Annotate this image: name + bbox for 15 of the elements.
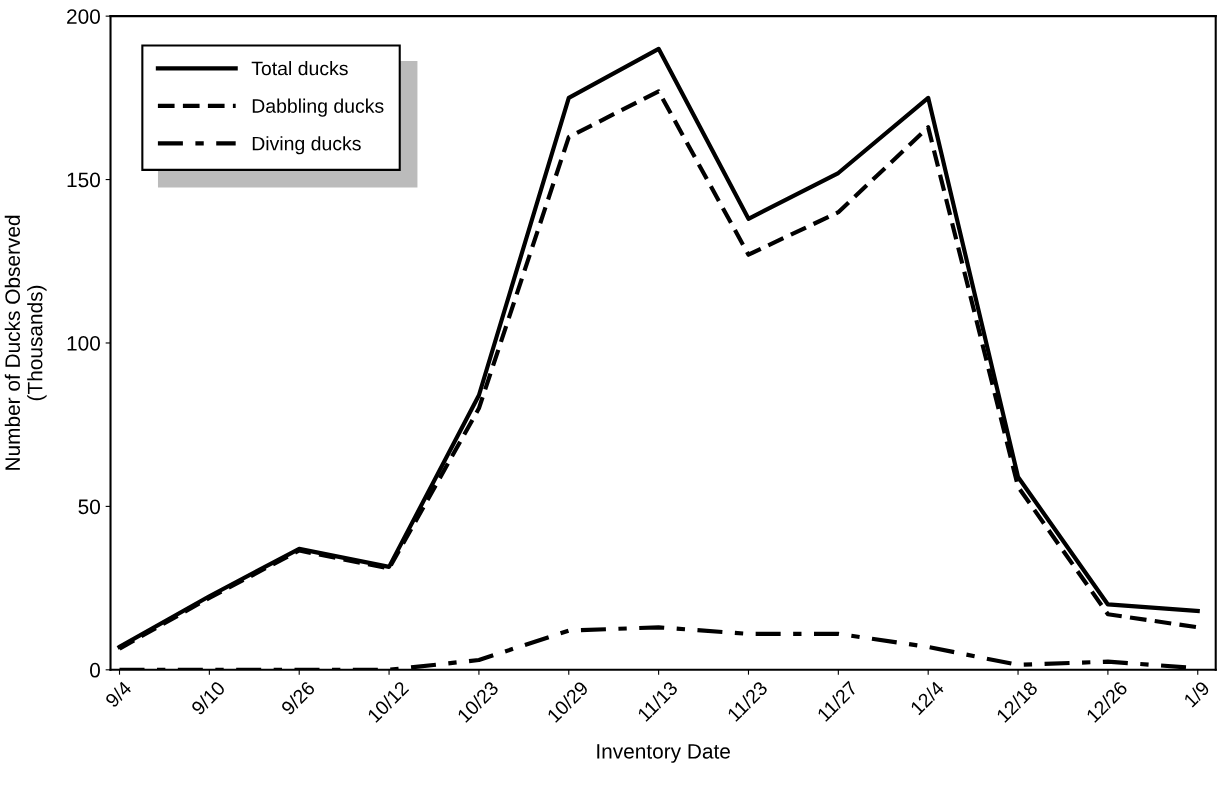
x-tick-label: 9/26 (280, 680, 316, 716)
y-tick-label: 150 (67, 172, 100, 188)
x-tick-label: 9/10 (190, 680, 226, 716)
x-axis-title: Inventory Date (597, 744, 730, 763)
y-tick-label: 100 (67, 335, 100, 351)
x-tick-label: 1/9 (1182, 680, 1211, 708)
y-tick-label: 50 (78, 499, 100, 515)
x-tick-label: 9/4 (104, 679, 133, 709)
y-axis-title: Number of Ducks Observed (Thousands) (4, 215, 47, 470)
legend-label: Total ducks (251, 61, 348, 76)
legend-label: Diving ducks (252, 136, 361, 155)
x-tick-label: 12/4 (909, 679, 945, 716)
y-tick-label: 0 (90, 662, 100, 678)
legend-label: Dabbling ducks (252, 98, 384, 117)
y-tick-label: 200 (67, 9, 100, 24)
